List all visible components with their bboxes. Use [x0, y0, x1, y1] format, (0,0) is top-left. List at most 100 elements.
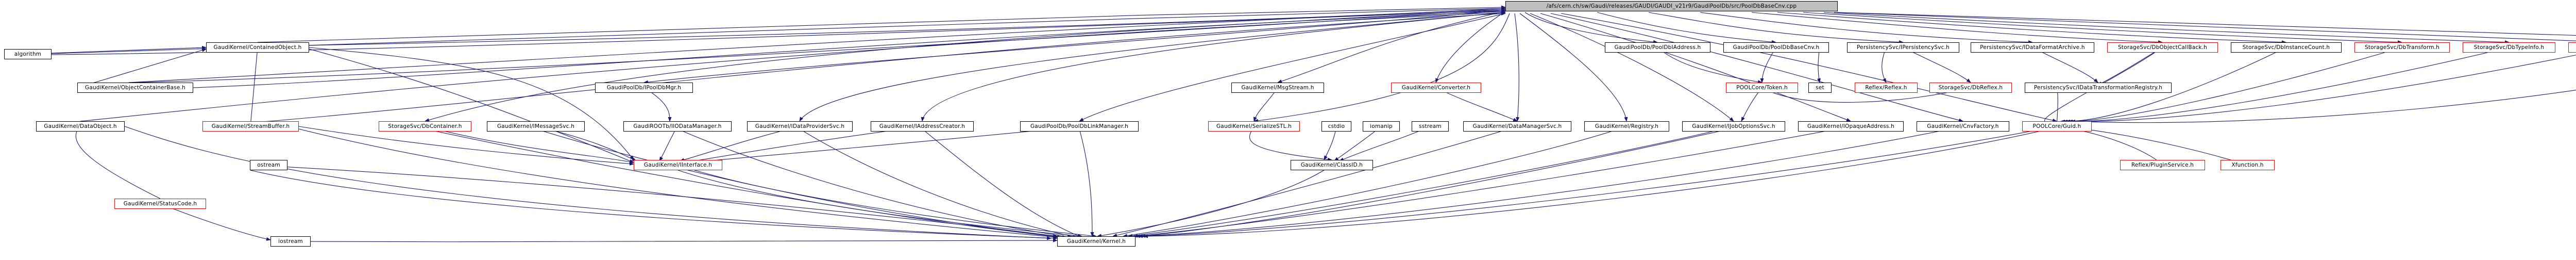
graph-edge: [1760, 47, 1776, 83]
graph-edge: [2056, 125, 2163, 166]
graph-node[interactable]: PersistencySvc/IDataTransformationRegist…: [2025, 83, 2172, 93]
graph-node[interactable]: StorageSvc/DbReflex.h: [1929, 83, 2012, 93]
graph-node[interactable]: GaudiKernel/IOpaqueAddress.h: [1798, 121, 1904, 132]
graph-node[interactable]: StorageSvc/DbObjectCallBack.h: [2107, 42, 2218, 53]
graph-edge: [1561, 13, 2057, 122]
graph-edge: [1803, 12, 2402, 44]
graph-node[interactable]: GaudiKernel/StatusCode.h: [114, 199, 206, 209]
graph-edge: [535, 128, 1067, 239]
graph-edge: [1123, 126, 1627, 238]
graph-root-node[interactable]: /afs/cern.ch/sw/Gaudi/releases/GAUDI/GAU…: [1505, 1, 1838, 11]
graph-node[interactable]: GaudiKernel/Registry.h: [1584, 121, 1669, 132]
graph-edge: [298, 128, 1058, 239]
graph-edge: [799, 12, 1506, 122]
graph-edge: [799, 128, 1077, 238]
graph-edge: [2056, 87, 2060, 127]
graph-edge: [1253, 13, 1510, 123]
graph-node[interactable]: GaudiKernel/ContainedObject.h: [206, 42, 309, 53]
graph-edge: [677, 170, 1082, 238]
graph-node[interactable]: algorithm: [4, 49, 52, 59]
graph-edge: [1540, 13, 1851, 122]
graph-edge: [1550, 13, 1963, 122]
graph-node[interactable]: GaudiKernel/ObjectContainerBase.h: [77, 83, 193, 93]
graph-node[interactable]: StorageSvc/DbColumn.h: [2568, 42, 2576, 53]
graph-edge: [2060, 125, 2248, 166]
graph-edge: [51, 45, 207, 54]
graph-node[interactable]: GaudiKernel/Converter.h: [1391, 83, 1481, 93]
graph-edge: [257, 8, 1506, 48]
graph-node[interactable]: iomanip: [1363, 121, 1400, 132]
graph-node[interactable]: GaudiKernel/IJobOptionsSvc.h: [1682, 121, 1785, 132]
graph-edge: [1143, 126, 2061, 238]
graph-node[interactable]: GaudiKernel/SerializeSTL.h: [1208, 121, 1300, 132]
graph-node[interactable]: GaudiKernel/IDataProviderSvc.h: [747, 121, 853, 132]
graph-edge: [1141, 126, 1742, 238]
graph-edge: [1657, 47, 1762, 84]
graph-edge: [1097, 165, 1332, 238]
graph-edge: [1903, 47, 1971, 83]
graph-node[interactable]: GaudiKernel/IInterface.h: [634, 160, 722, 170]
graph-edge: [257, 5, 1506, 43]
graph-node[interactable]: GaudiKernel/StreamBuffer.h: [202, 121, 299, 132]
graph-edge: [193, 9, 1506, 88]
graph-node[interactable]: PersistencySvc/IPersistencySvc.h: [1847, 42, 1959, 53]
graph-edge: [77, 48, 207, 88]
graph-edge: [425, 128, 1062, 239]
graph-node[interactable]: PersistencySvc/IDataFormatArchive.h: [1971, 42, 2094, 53]
graph-node[interactable]: GaudiKernel/MsgStream.h: [1231, 83, 1324, 93]
graph-edge: [535, 126, 637, 161]
graph-node[interactable]: Xfunction.h: [2221, 160, 2275, 170]
graph-edge: [298, 126, 634, 166]
graph-node[interactable]: sstream: [1412, 121, 1449, 132]
graph-edge: [1136, 126, 1963, 238]
graph-edge: [1882, 47, 1887, 83]
graph-node[interactable]: GaudiPoolDb/IPoolDbMgr.h: [595, 83, 693, 93]
graph-node[interactable]: StorageSvc/DbTransform.h: [2354, 42, 2450, 53]
graph-edge: [309, 47, 634, 160]
graph-edge: [2097, 47, 2163, 86]
graph-node[interactable]: GaudiKernel/DataManagerSvc.h: [1463, 121, 1571, 132]
graph-node[interactable]: StorageSvc/DbTypeInfo.h: [2463, 42, 2555, 53]
graph-node[interactable]: GaudiKernel/CnvFactory.h: [1917, 121, 2009, 132]
graph-edge: [1524, 12, 1658, 44]
graph-node[interactable]: ostream: [250, 160, 287, 170]
graph-edge: [1823, 12, 2510, 44]
graph-node[interactable]: GaudiKernel/ClassID.h: [1291, 160, 1373, 170]
graph-node[interactable]: StorageSvc/DbInstanceCount.h: [2231, 42, 2342, 53]
graph-edge: [1597, 12, 1776, 44]
graph-node[interactable]: GaudiPoolDb/PoolDbIAddress.h: [1605, 42, 1710, 53]
graph-node[interactable]: POOLCore/Guid.h: [2022, 121, 2092, 132]
graph-edge: [309, 48, 634, 163]
graph-edge: [677, 128, 1072, 239]
graph-edge: [1777, 12, 2286, 44]
graph-edge: [643, 10, 1506, 84]
graph-edge: [1138, 126, 2057, 238]
graph-edge: [922, 128, 1082, 238]
graph-edge: [1530, 13, 1734, 122]
graph-edge: [1817, 47, 1821, 83]
graph-edge: [160, 203, 271, 241]
graph-edge: [1334, 126, 1382, 161]
graph-node[interactable]: GaudiKernel/IMessageSvc.h: [487, 121, 585, 132]
graph-node[interactable]: GaudiROOTb/IIODataManager.h: [623, 121, 732, 132]
graph-node[interactable]: Reflex/PluginService.h: [2120, 160, 2205, 170]
graph-node[interactable]: GaudiKernel/DataObject.h: [36, 121, 125, 132]
graph-edge: [1435, 11, 1506, 83]
graph-edge: [75, 126, 161, 199]
graph-node[interactable]: GaudiPoolDb/PoolDbBaseCnv.h: [1723, 42, 1829, 53]
graph-node[interactable]: GaudiKernel/IAddressCreator.h: [871, 121, 974, 132]
graph-edge: [921, 12, 1506, 122]
graph-node[interactable]: GaudiKernel/Kernel.h: [1057, 236, 1136, 247]
graph-edge: [1751, 12, 2163, 44]
graph-edge: [425, 126, 634, 164]
graph-node[interactable]: POOLCore/Token.h: [1726, 83, 1798, 93]
graph-node[interactable]: StorageSvc/DbContainer.h: [379, 121, 471, 132]
graph-edge: [680, 126, 800, 162]
graph-node[interactable]: GaudiPoolDb/PoolDbLinkManager.h: [1020, 121, 1139, 132]
graph-node[interactable]: set: [1808, 83, 1832, 93]
graph-edge: [677, 165, 1097, 238]
graph-node[interactable]: cstdio: [1321, 121, 1351, 132]
graph-node[interactable]: Reflex/Reflex.h: [1855, 83, 1918, 93]
graph-node[interactable]: iostream: [270, 236, 311, 247]
